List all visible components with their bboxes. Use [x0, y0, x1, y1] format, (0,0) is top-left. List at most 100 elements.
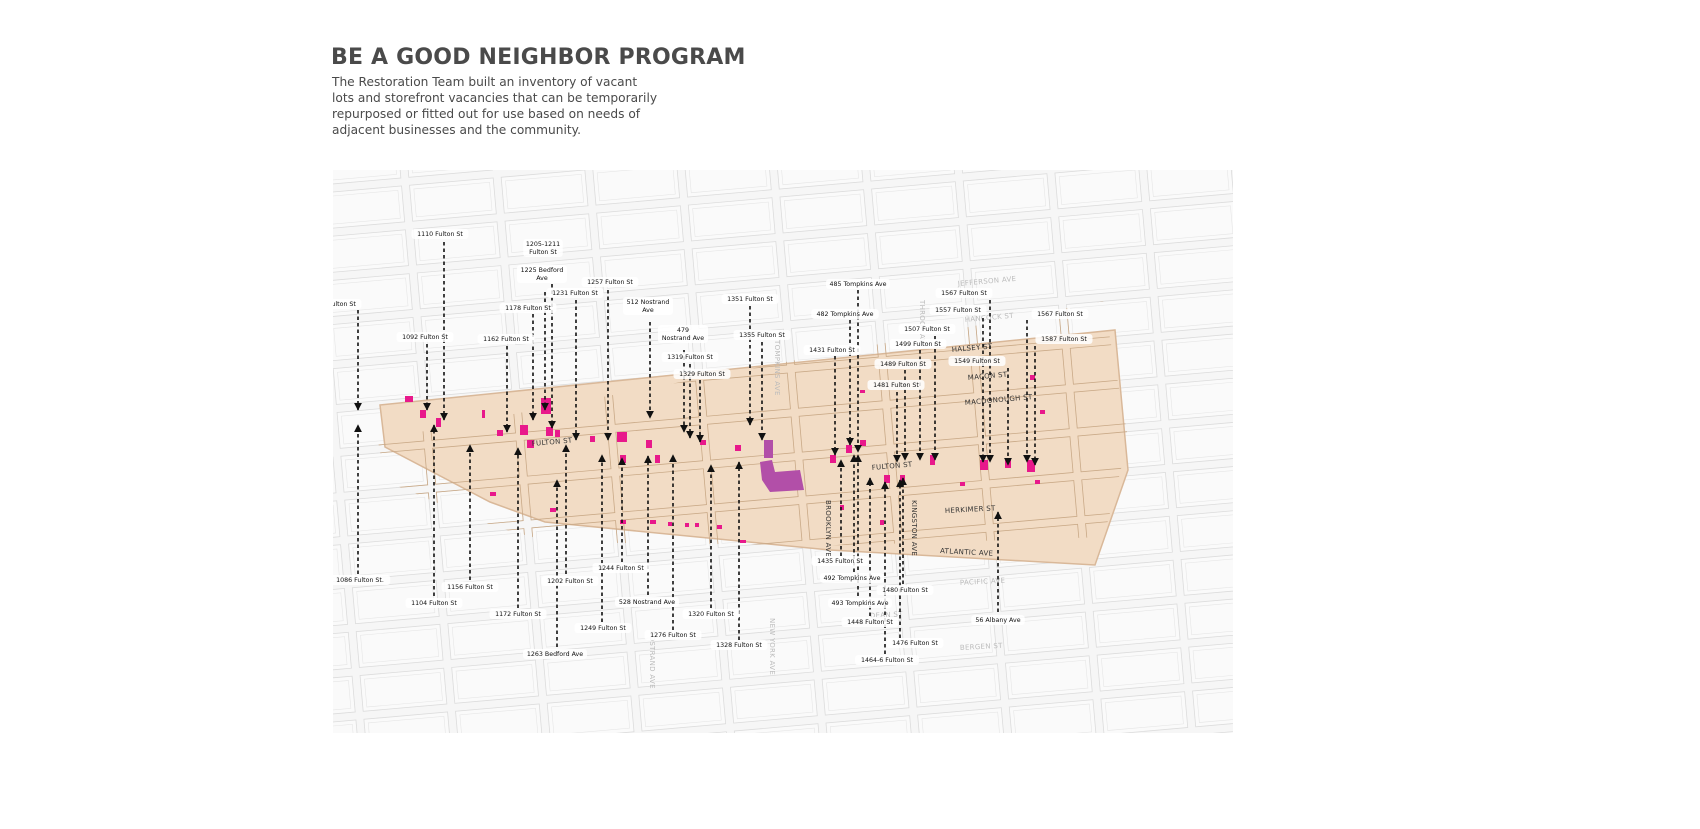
vacant-lot[interactable] — [650, 520, 656, 524]
address-callout[interactable]: 1257 Fulton St — [587, 279, 633, 286]
address-callout[interactable]: 1587 Fulton St — [1041, 336, 1087, 343]
address-callout[interactable]: 1231 Fulton St — [552, 290, 598, 297]
vacant-lot[interactable] — [620, 520, 626, 524]
address-callout[interactable]: 1156 Fulton St — [447, 584, 493, 591]
address-callout[interactable]: 1480 Fulton St — [882, 587, 928, 594]
street-label: HALSEY ST — [951, 342, 993, 354]
address-callout[interactable]: 1351 Fulton St — [727, 296, 773, 303]
address-callout[interactable]: 1489 Fulton St — [880, 361, 926, 368]
vacant-lot[interactable] — [668, 522, 672, 526]
address-callout[interactable]: 1104 Fulton St — [411, 600, 457, 607]
leader-lines — [354, 242, 1039, 654]
address-callout[interactable]: 1249 Fulton St — [580, 625, 626, 632]
address-callout[interactable]: 1162 Fulton St — [483, 336, 529, 343]
vacant-lot[interactable] — [695, 523, 699, 527]
address-callout[interactable]: 1499 Fulton St — [895, 341, 941, 348]
vacant-lot[interactable] — [717, 525, 722, 529]
address-callout[interactable]: 1481 Fulton St — [873, 382, 919, 389]
vacant-lot[interactable] — [700, 440, 706, 445]
city-block — [1100, 691, 1189, 733]
address-callout[interactable]: 1431 Fulton St — [809, 347, 855, 354]
vacant-lot[interactable] — [541, 398, 551, 414]
address-callout[interactable]: 1263 Bedford Ave — [527, 651, 583, 658]
address-callout[interactable]: 1320 Fulton St — [688, 611, 734, 618]
city-block — [333, 675, 356, 720]
address-callout[interactable]: 512 Nostrand Ave — [627, 299, 670, 314]
address-callout[interactable]: 1086 Fulton St. — [336, 577, 384, 584]
address-callout[interactable]: 1329 Fulton St — [679, 371, 725, 378]
address-callout[interactable]: 1567 Fulton St — [1037, 311, 1083, 318]
address-callout[interactable]: 1507 Fulton St — [904, 326, 950, 333]
vacant-lot[interactable] — [490, 492, 496, 496]
address-callout[interactable]: 1178 Fulton St — [505, 305, 551, 312]
vacant-lot[interactable] — [655, 455, 660, 463]
address-callout[interactable]: 1464-6 Fulton St — [861, 657, 914, 664]
address-callout[interactable]: 1244 Fulton St — [598, 565, 644, 572]
vacant-lot[interactable] — [646, 440, 652, 448]
address-callout[interactable]: 1110 Fulton St — [417, 231, 463, 238]
city-block — [1165, 376, 1233, 421]
city-block — [333, 229, 409, 274]
city-block — [718, 547, 807, 593]
address-callout[interactable]: 493 Tompkins Ave — [832, 600, 889, 607]
address-callout[interactable]: 1549 Fulton St — [954, 358, 1000, 365]
address-callout[interactable]: 1202 Fulton St — [547, 578, 593, 585]
address-callout[interactable]: 1567 Fulton St — [941, 290, 987, 297]
vacant-lot[interactable] — [860, 390, 865, 393]
vacant-lot[interactable] — [685, 523, 689, 527]
vacant-lot[interactable] — [1027, 460, 1035, 472]
city-block — [333, 360, 421, 405]
city-block — [348, 536, 436, 581]
vacant-lot[interactable] — [497, 430, 503, 436]
vacant-lot[interactable] — [546, 427, 553, 436]
address-callout[interactable]: 1355 Fulton St — [739, 332, 785, 339]
vacant-lot[interactable] — [846, 445, 852, 453]
vacant-lot[interactable] — [1030, 375, 1035, 380]
vacant-lot[interactable] — [436, 418, 441, 427]
address-callout[interactable]: 485 Tompkins Ave — [830, 281, 887, 288]
vacant-lot[interactable] — [860, 440, 866, 446]
vacant-lot[interactable] — [550, 508, 556, 512]
address-callout[interactable]: 1319 Fulton St — [667, 354, 713, 361]
vacant-lot[interactable] — [482, 410, 485, 418]
address-callout[interactable]: 482 Tompkins Ave — [817, 311, 874, 318]
vacant-lot[interactable] — [884, 475, 890, 483]
vacant-lot[interactable] — [527, 440, 534, 448]
address-callout[interactable]: 56 Albany Ave — [975, 617, 1020, 624]
district-block — [798, 408, 887, 453]
vacant-lot[interactable] — [830, 455, 836, 463]
street-label: DEAN ST — [870, 610, 904, 620]
vacant-lot[interactable] — [960, 482, 965, 486]
address-callout[interactable]: 1476 Fulton St — [892, 640, 938, 647]
vacant-lot[interactable] — [735, 445, 741, 451]
vacant-lot[interactable] — [1035, 480, 1040, 484]
large-vacant-site[interactable] — [760, 460, 804, 492]
vacant-lot[interactable] — [405, 396, 413, 402]
address-callout[interactable]: 1328 Fulton St — [716, 642, 762, 649]
address-callout[interactable]: 1225 Bedford Ave — [521, 267, 564, 282]
address-callout[interactable]: 1557 Fulton St — [935, 307, 981, 314]
address-callout[interactable]: 1172 Fulton St — [495, 611, 541, 618]
address-callout[interactable]: 1082 Fulton St — [333, 301, 356, 308]
city-block — [355, 623, 444, 668]
address-callout[interactable]: 528 Nostrand Ave — [619, 599, 675, 606]
address-callout[interactable]: 1092 Fulton St — [402, 334, 448, 341]
address-callout[interactable]: 1448 Fulton St — [847, 619, 893, 626]
address-callout[interactable]: 1435 Fulton St — [817, 558, 863, 565]
vacant-lot[interactable] — [590, 436, 595, 442]
vacant-lot[interactable] — [1040, 410, 1045, 414]
address-callout[interactable]: 479 Nostrand Ave — [662, 327, 704, 342]
address-callout[interactable]: 1276 Fulton St — [650, 632, 696, 639]
vacant-lot[interactable] — [740, 540, 746, 543]
vacant-lot[interactable] — [880, 520, 884, 525]
vacant-lot[interactable] — [420, 410, 426, 418]
vacant-lot[interactable] — [840, 505, 844, 510]
vacant-lot[interactable] — [520, 425, 528, 435]
vacant-lot[interactable] — [617, 432, 627, 442]
vacant-lot[interactable] — [555, 430, 560, 437]
large-vacant-site[interactable] — [764, 440, 773, 458]
address-callout[interactable]: 1205-1211 Fulton St — [526, 241, 560, 256]
address-callout[interactable]: 492 Tompkins Ave — [824, 575, 881, 582]
vacant-lot[interactable] — [980, 460, 988, 470]
vacant-lot[interactable] — [620, 455, 626, 463]
